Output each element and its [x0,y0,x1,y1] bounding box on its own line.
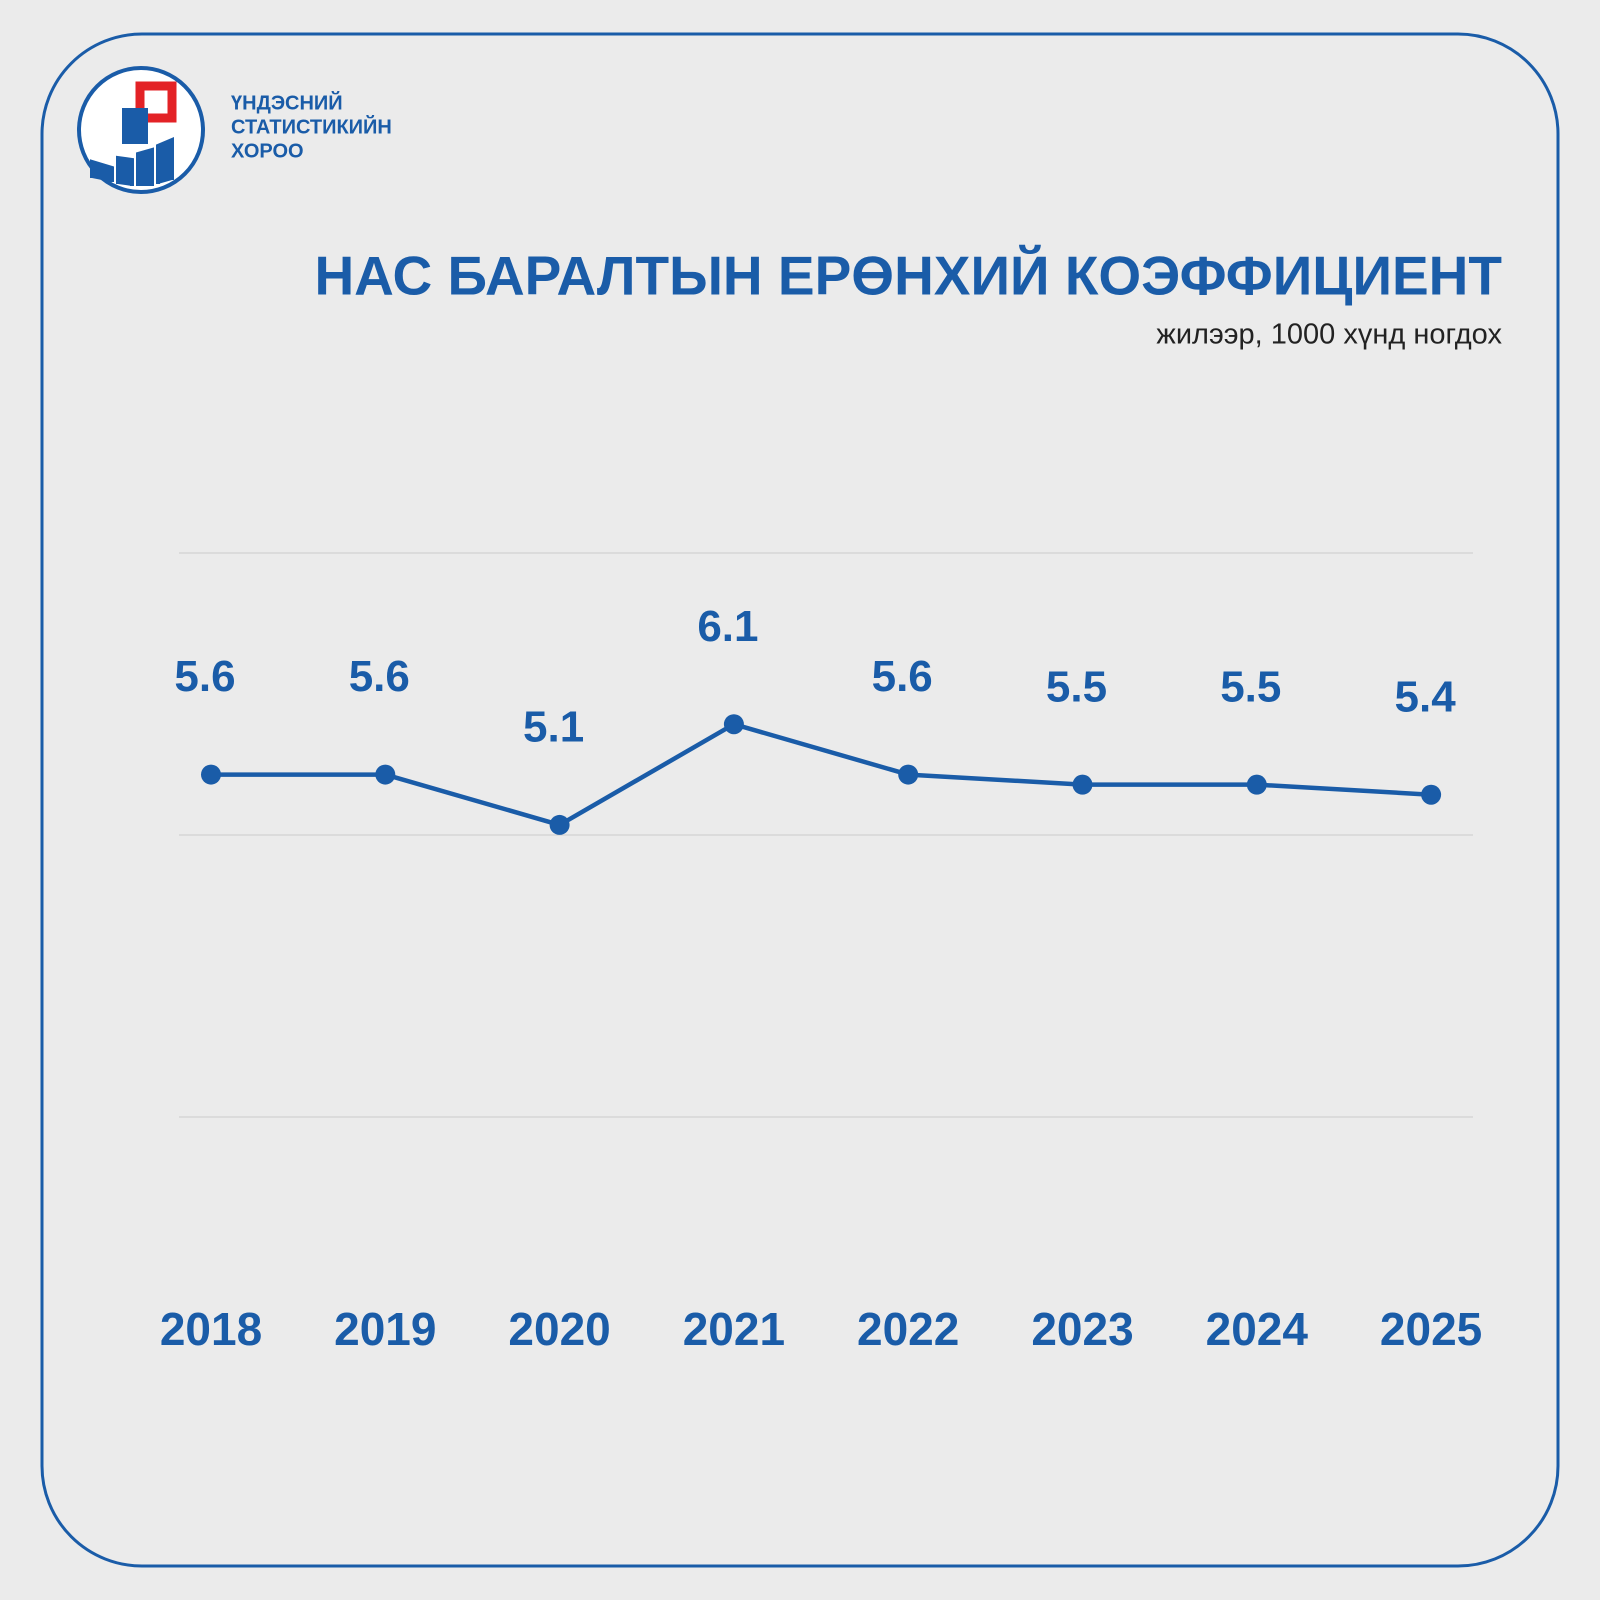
x-tick-label: 2018 [160,1303,262,1355]
line [211,721,1432,828]
x-tick-label: 2021 [683,1303,785,1355]
x-tick-label: 2024 [1206,1303,1309,1355]
point [723,714,744,735]
x-tick-label: 2023 [1031,1303,1133,1355]
logo-text: ҮНДЭСНИЙ [231,90,343,114]
logo-text: СТАТИСТИКИЙН [231,114,392,138]
data-label: 5.1 [523,703,584,752]
data-label: 5.5 [1046,662,1107,711]
logo-text: ХОРОО [231,140,304,162]
data-label: 5.5 [1220,662,1281,711]
logo: ҮНДЭСНИЙ СТАТИСТИКИЙН ХОРОО [77,66,392,194]
point [1072,774,1093,795]
data-label: 5.6 [872,652,933,701]
point [549,814,570,835]
data-label: 5.4 [1395,672,1457,721]
point [1421,784,1442,805]
x-tick-label: 2019 [334,1303,436,1355]
x-tick-label: 2022 [857,1303,959,1355]
logo-mark [135,81,177,123]
data-label: 6.1 [697,602,758,651]
point [898,764,919,785]
chart-title: НАС БАРАЛТЫН ЕРӨНХИЙ КОЭФФИЦИЕНТ [314,244,1502,307]
data-label: 5.6 [174,652,235,701]
x-tick-label: 2025 [1380,1303,1482,1355]
point [201,764,221,785]
point [375,764,396,785]
point [1246,774,1267,795]
logo-bars [90,136,174,186]
data-label: 5.6 [349,652,410,701]
x-tick-label: 2020 [508,1303,610,1355]
chart-subtitle: жилээр, 1000 хүнд ногдох [1156,319,1502,351]
frame [40,32,1560,1568]
logo-emblem [122,108,148,144]
